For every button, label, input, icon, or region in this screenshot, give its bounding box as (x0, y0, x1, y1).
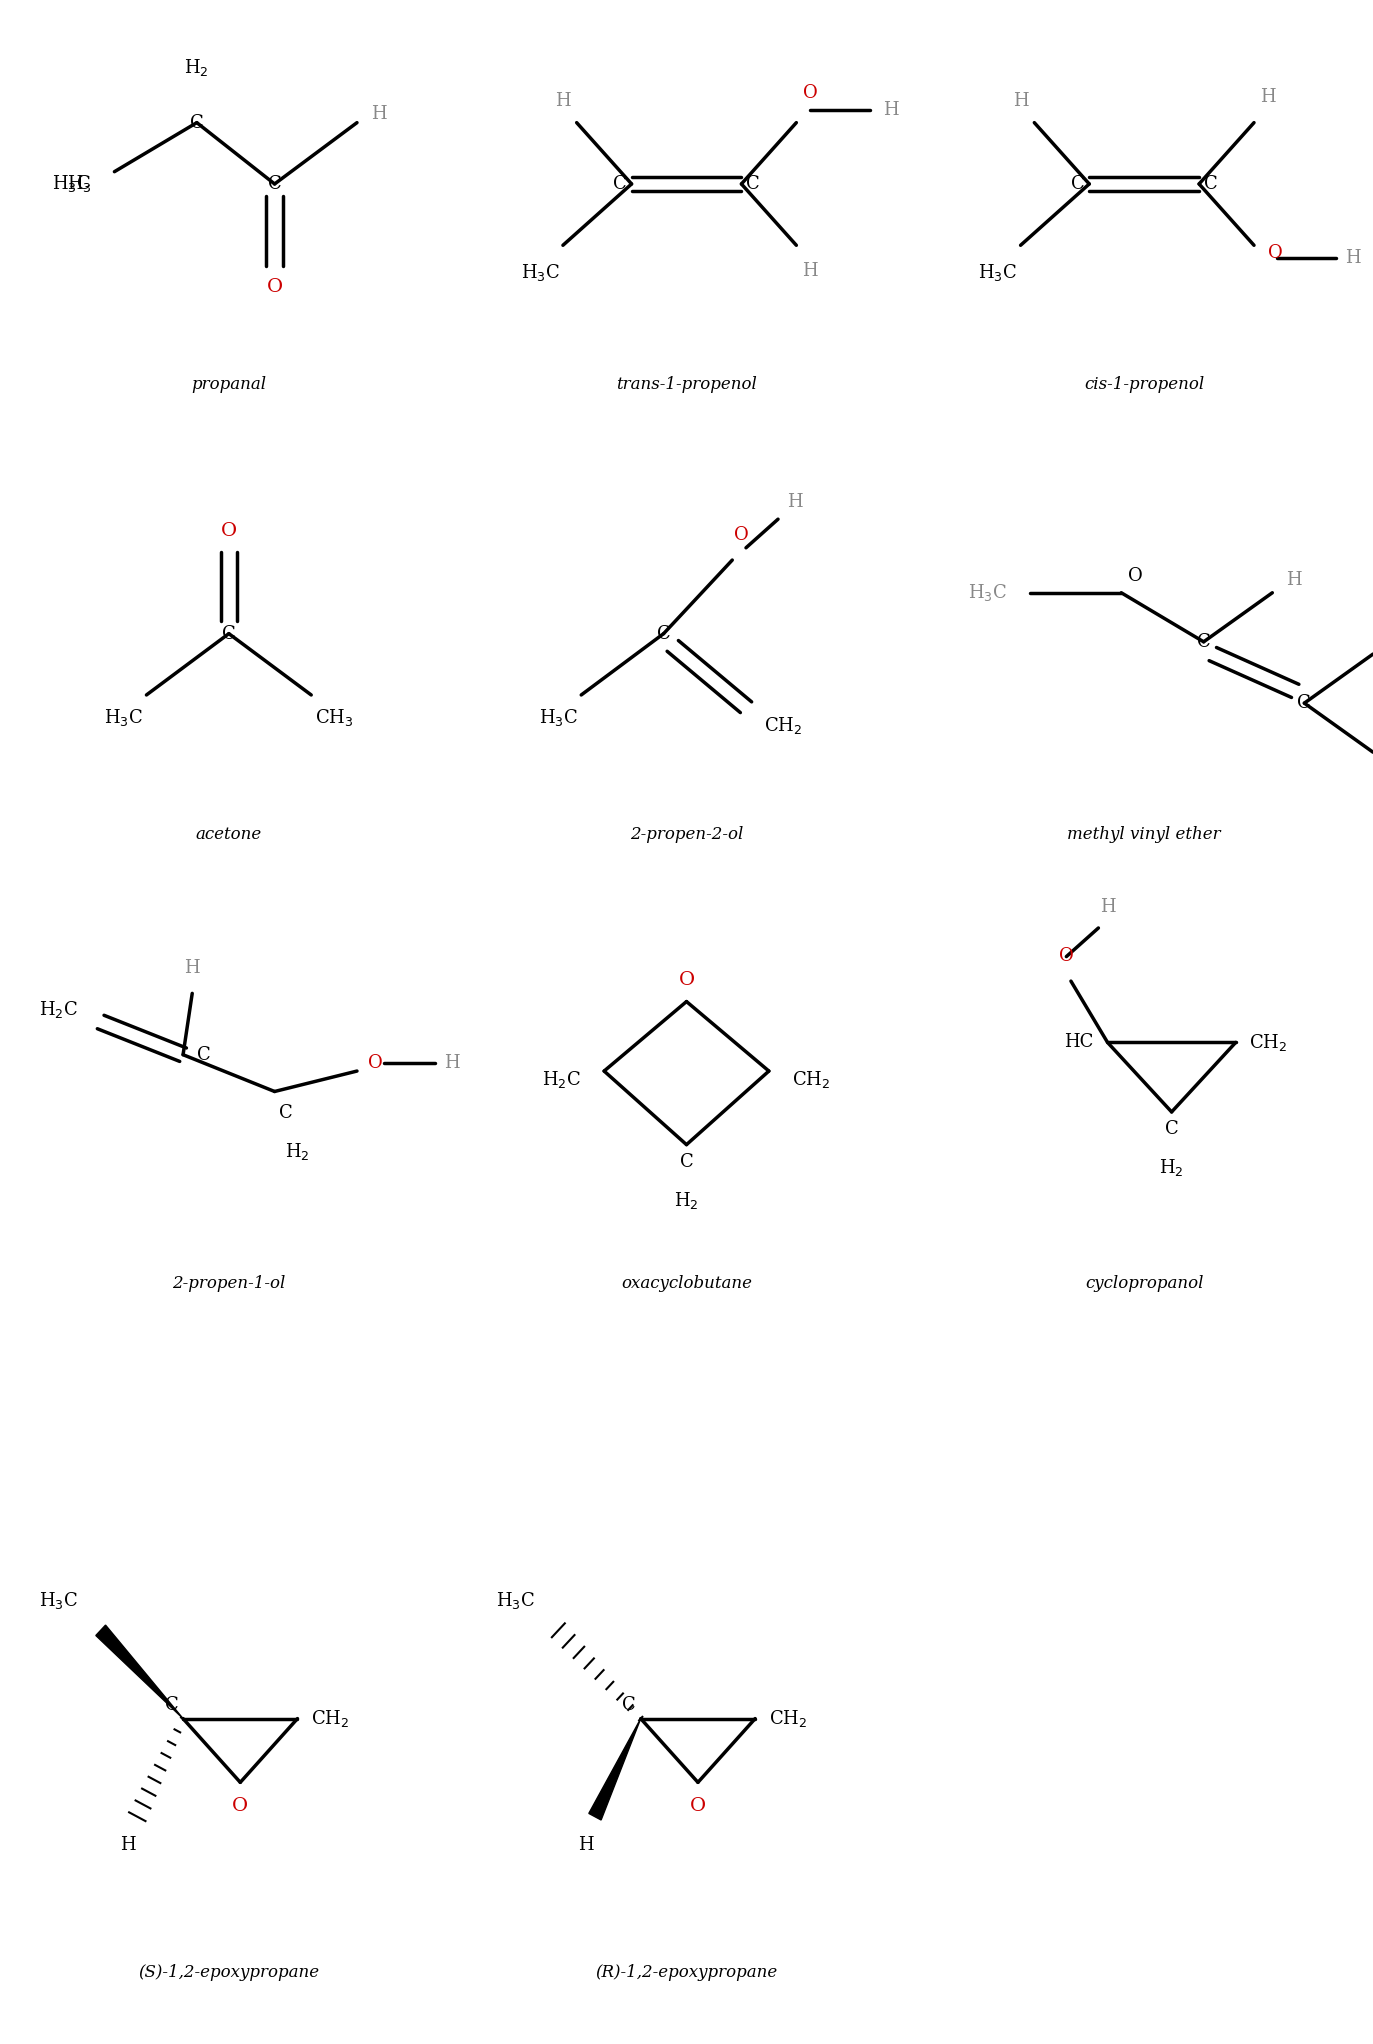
Text: (R)-1,2-epoxypropane: (R)-1,2-epoxypropane (596, 1964, 777, 1981)
Text: H$_2$: H$_2$ (1159, 1157, 1184, 1177)
Text: C: C (165, 1697, 178, 1713)
Text: CH$_2$: CH$_2$ (769, 1709, 807, 1729)
Text: CH$_2$: CH$_2$ (792, 1069, 831, 1089)
Text: acetone: acetone (196, 826, 262, 842)
Text: C: C (614, 176, 627, 192)
Polygon shape (96, 1625, 183, 1719)
Text: trans-1-propenol: trans-1-propenol (616, 376, 757, 392)
Text: H: H (883, 102, 899, 119)
Text: H$_3$C: H$_3$C (978, 262, 1017, 282)
Text: C: C (196, 1047, 210, 1063)
Text: O: O (266, 278, 283, 296)
Text: CH$_3$: CH$_3$ (314, 707, 353, 728)
Text: CH$_2$: CH$_2$ (312, 1709, 350, 1729)
Text: H$_{3}$: H$_{3}$ (67, 174, 92, 194)
Text: O: O (221, 521, 238, 540)
Text: propanal: propanal (191, 376, 266, 392)
Text: H: H (802, 262, 818, 280)
Text: O: O (1059, 946, 1074, 965)
Text: H$_3$C: H$_3$C (38, 1590, 78, 1611)
Text: C: C (680, 1153, 693, 1171)
Text: H$_3$C: H$_3$C (968, 583, 1006, 603)
Text: C: C (656, 625, 670, 642)
Text: (S)-1,2-epoxypropane: (S)-1,2-epoxypropane (139, 1964, 320, 1981)
Text: H: H (555, 92, 571, 110)
Text: C: C (222, 625, 236, 642)
Text: H$_3$C: H$_3$C (52, 174, 92, 194)
Text: C: C (1197, 634, 1211, 650)
Text: H$_3$C: H$_3$C (497, 1590, 535, 1611)
Text: C: C (1297, 695, 1311, 711)
Text: H: H (121, 1836, 136, 1854)
Text: C: C (279, 1104, 292, 1122)
Text: C: C (622, 1697, 636, 1713)
Text: O: O (689, 1797, 706, 1815)
Text: CH$_2$: CH$_2$ (765, 715, 803, 736)
Text: H: H (184, 959, 200, 977)
Text: H: H (1260, 88, 1276, 106)
Polygon shape (589, 1719, 641, 1819)
Text: H$_2$: H$_2$ (674, 1190, 699, 1210)
Text: H: H (1100, 897, 1115, 916)
Text: 2-propen-2-ol: 2-propen-2-ol (630, 826, 743, 842)
Text: cyclopropanol: cyclopropanol (1085, 1275, 1203, 1292)
Text: H: H (1346, 249, 1361, 266)
Text: H$_2$: H$_2$ (286, 1141, 310, 1161)
Text: cis-1-propenol: cis-1-propenol (1085, 376, 1204, 392)
Text: H: H (1287, 572, 1302, 589)
Text: H: H (578, 1836, 593, 1854)
Text: H$_3$C: H$_3$C (104, 707, 143, 728)
Text: C: C (268, 176, 281, 192)
Text: O: O (232, 1797, 249, 1815)
Text: H$_3$C: H$_3$C (520, 262, 560, 282)
Text: O: O (368, 1055, 383, 1071)
Text: H: H (371, 106, 386, 123)
Text: C: C (1071, 176, 1085, 192)
Text: oxacyclobutane: oxacyclobutane (621, 1275, 752, 1292)
Text: HC: HC (1064, 1034, 1094, 1051)
Text: CH$_2$: CH$_2$ (1249, 1032, 1288, 1053)
Text: H$_2$C: H$_2$C (38, 1000, 78, 1020)
Text: C: C (1164, 1120, 1178, 1139)
Text: H$_2$: H$_2$ (184, 57, 209, 78)
Text: C: C (746, 176, 759, 192)
Text: methyl vinyl ether: methyl vinyl ether (1067, 826, 1221, 842)
Text: H: H (787, 493, 803, 511)
Text: O: O (678, 971, 695, 989)
Text: O: O (1127, 566, 1142, 585)
Text: H$_3$C: H$_3$C (538, 707, 578, 728)
Text: C: C (1204, 176, 1218, 192)
Text: O: O (735, 525, 748, 544)
Text: H: H (443, 1055, 460, 1071)
Text: O: O (1267, 245, 1282, 262)
Text: 2-propen-1-ol: 2-propen-1-ol (172, 1275, 286, 1292)
Text: C: C (189, 114, 203, 131)
Text: O: O (803, 84, 817, 102)
Text: H$_2$C: H$_2$C (542, 1069, 581, 1089)
Text: H: H (1013, 92, 1028, 110)
